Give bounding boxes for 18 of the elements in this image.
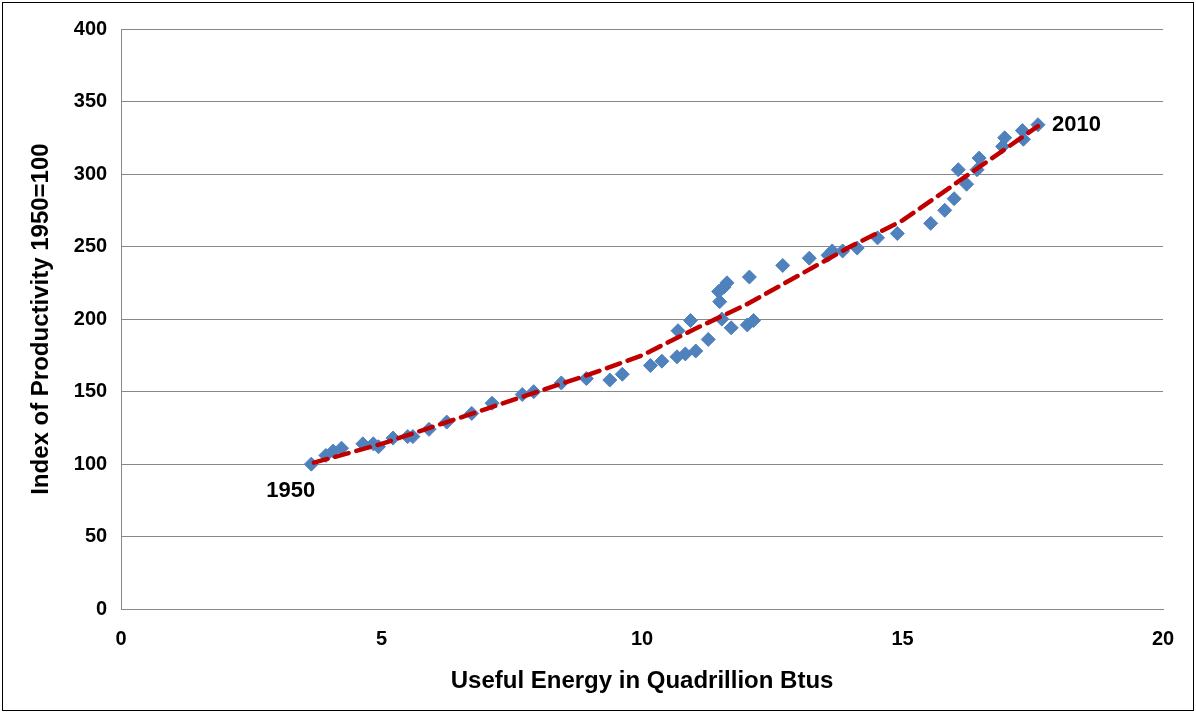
x-tick-label: 0 [115,626,127,649]
y-tick-label: 200 [73,306,108,329]
annotation: 1950 [266,477,316,503]
x-axis-title: Useful Energy in Quadrillion Btus [450,666,834,694]
y-tick-label: 350 [73,89,108,112]
y-tick-label: 50 [84,524,108,547]
x-tick-label: 5 [376,626,388,649]
x-tick-label: 20 [1151,626,1175,649]
y-tick-label: 0 [96,596,108,619]
y-tick-label: 400 [73,16,108,39]
y-tick-label: 100 [73,451,108,474]
x-tick-label: 10 [630,626,654,649]
y-tick-label: 150 [73,379,108,402]
y-axis-title: Index of Productivity 1950=100 [26,143,54,495]
annotation: 2010 [1051,110,1101,136]
x-tick-label: 15 [891,626,914,649]
y-tick-label: 250 [73,234,108,257]
y-tick-label: 300 [73,161,108,184]
